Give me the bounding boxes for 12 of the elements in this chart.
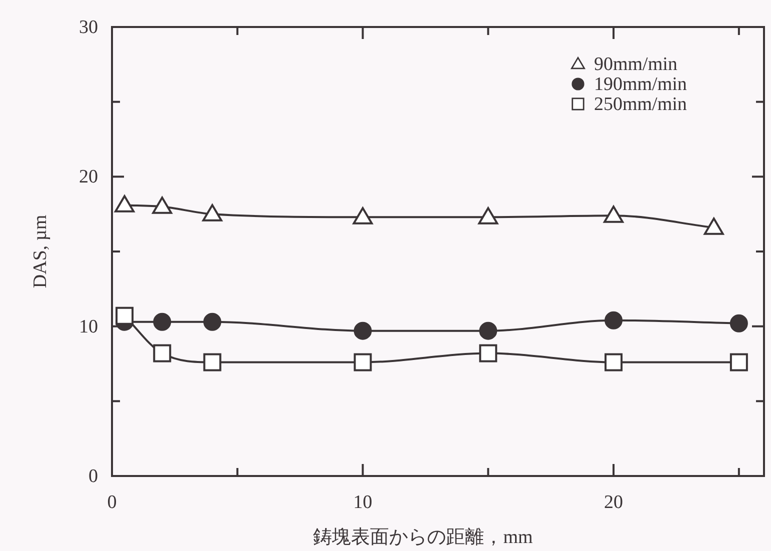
x-tick-label: 0 bbox=[107, 492, 117, 513]
y-tick-label: 10 bbox=[79, 316, 98, 338]
y-axis-title: DAS, µm bbox=[30, 214, 51, 288]
y-tick-label: 0 bbox=[88, 466, 98, 487]
legend-label: 190mm/min bbox=[594, 74, 688, 95]
y-tick-label: 30 bbox=[79, 17, 98, 38]
y-tick-label: 20 bbox=[79, 166, 98, 188]
x-tick-label: 10 bbox=[353, 492, 372, 513]
x-tick-label: 20 bbox=[604, 492, 624, 513]
legend-label: 250mm/min bbox=[594, 94, 688, 115]
x-axis-title: 鋳塊表面からの距離，mm bbox=[313, 527, 533, 548]
legend-label: 90mm/min bbox=[594, 54, 678, 75]
